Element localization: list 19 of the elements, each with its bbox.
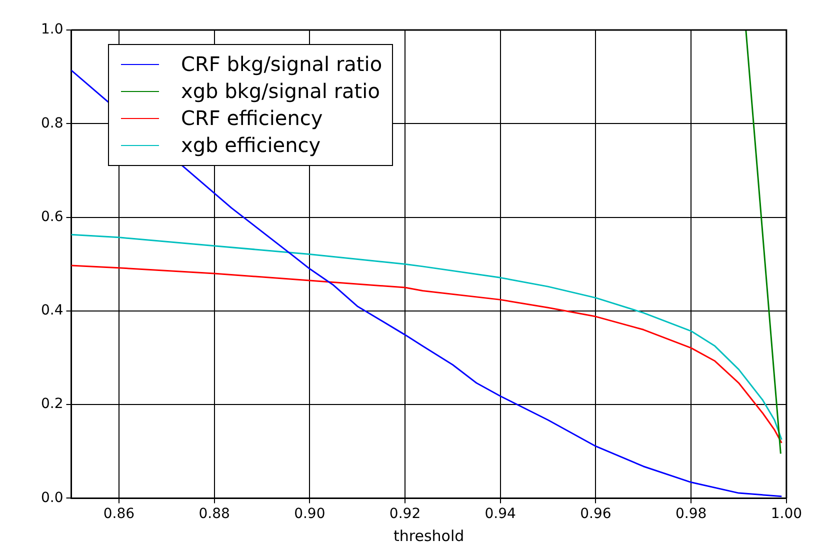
legend-label: xgb bkg/signal ratio <box>181 78 380 105</box>
x-tick-label: 0.96 <box>580 506 612 522</box>
x-tick-label: 0.88 <box>198 506 230 522</box>
y-tick-label: 0.2 <box>41 396 64 412</box>
legend-label: CRF efficiency <box>181 105 323 132</box>
y-tick-label: 0.0 <box>41 490 64 506</box>
y-tick-label: 0.6 <box>41 208 64 225</box>
x-tick-label: 0.94 <box>484 506 516 522</box>
legend-label: CRF bkg/signal ratio <box>181 51 382 78</box>
x-axis-title: threshold <box>394 526 464 545</box>
x-tick-label: 0.98 <box>675 506 707 522</box>
y-tick-label: 0.8 <box>41 115 64 132</box>
x-tick-label: 0.86 <box>103 506 135 522</box>
y-tick-label: 0.4 <box>41 302 64 319</box>
y-tick-label: 1.0 <box>41 22 64 38</box>
x-tick-label: 0.90 <box>294 506 326 522</box>
legend-label: xgb efficiency <box>181 132 321 159</box>
x-tick-label: 1.00 <box>770 506 802 522</box>
x-tick-label: 0.92 <box>389 506 421 522</box>
